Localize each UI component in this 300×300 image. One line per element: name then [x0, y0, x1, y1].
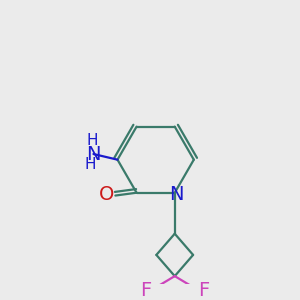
Text: N: N	[86, 145, 101, 164]
Text: F: F	[140, 281, 151, 300]
Text: H: H	[86, 133, 98, 148]
Text: F: F	[198, 281, 209, 300]
Text: H: H	[85, 157, 96, 172]
Text: N: N	[169, 184, 183, 204]
Text: O: O	[99, 184, 115, 204]
